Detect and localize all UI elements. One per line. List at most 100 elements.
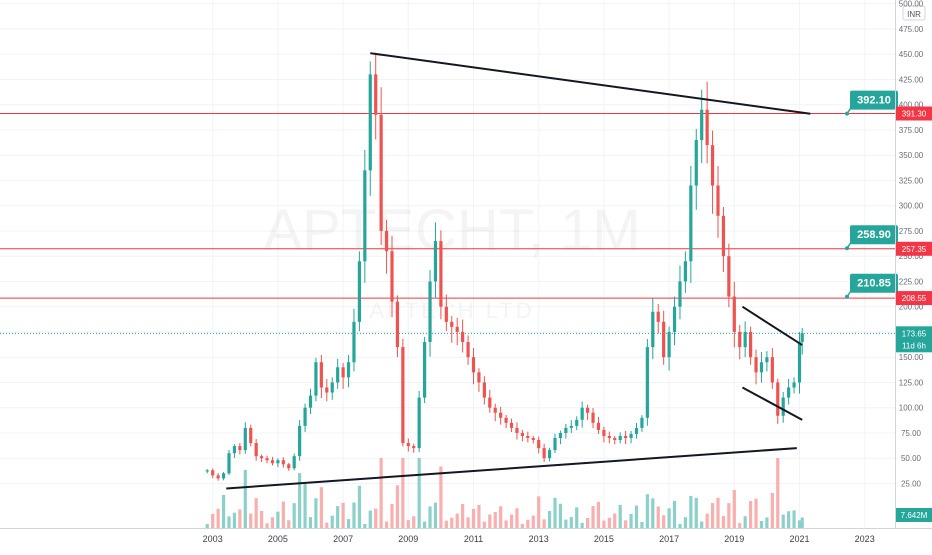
- last-price-label: 173.65: [902, 329, 927, 338]
- volume-bar: [776, 458, 780, 528]
- volume-bar: [662, 515, 666, 528]
- candle-body: [689, 185, 693, 262]
- volume-bar: [721, 516, 726, 528]
- volume-bar: [499, 506, 503, 528]
- x-tick-label: 2013: [529, 534, 549, 544]
- candle-body: [515, 427, 519, 433]
- candle-body: [749, 331, 753, 358]
- y-tick-label: 300.00: [899, 202, 924, 211]
- volume-bar: [336, 506, 340, 528]
- volume-bar: [738, 523, 742, 528]
- candle-body: [792, 382, 796, 388]
- volume-bar: [667, 508, 671, 528]
- y-tick-label: 125.00: [899, 378, 924, 387]
- candle-body: [249, 427, 253, 444]
- candle-body: [547, 450, 552, 459]
- volume-bar: [531, 515, 535, 528]
- candle-body: [586, 407, 590, 413]
- volume-bar: [705, 513, 709, 528]
- volume-bar: [602, 520, 606, 528]
- x-tick-label: 2003: [203, 534, 223, 544]
- candle-body: [591, 412, 595, 423]
- candle-body: [618, 435, 622, 441]
- candle-body: [260, 456, 264, 459]
- volume-bar: [363, 524, 367, 528]
- volume-bar: [341, 502, 345, 528]
- volume-bar: [314, 498, 318, 528]
- price-level-tag: [896, 291, 932, 306]
- candle-body: [787, 387, 791, 398]
- candle-body: [797, 342, 802, 383]
- volume-bar: [727, 503, 731, 528]
- volume-bar: [227, 516, 231, 528]
- price-level-label: 208.55: [902, 294, 927, 303]
- candle-body: [613, 438, 617, 441]
- volume-bar: [466, 517, 470, 528]
- volume-bar: [357, 485, 361, 528]
- candle-body: [287, 464, 291, 469]
- volume-bar: [749, 501, 753, 528]
- price-level-tag: [896, 106, 932, 121]
- volume-bar: [564, 519, 568, 528]
- candle-body: [564, 427, 568, 433]
- volume-bar: [276, 511, 280, 528]
- currency-badge[interactable]: [902, 5, 926, 21]
- volume-bar: [537, 496, 541, 528]
- candle-body: [466, 342, 470, 358]
- volume-bar: [216, 508, 220, 528]
- candle-body: [368, 74, 372, 171]
- candle-body: [444, 306, 448, 322]
- candle-body: [314, 362, 318, 396]
- candle-body: [477, 372, 481, 383]
- volume-bar: [303, 483, 307, 528]
- volume-bar: [586, 518, 590, 528]
- candle-body: [243, 427, 247, 451]
- candle-body: [705, 109, 709, 146]
- countdown-label: 11d 6h: [902, 341, 926, 350]
- volume-bar: [640, 521, 644, 528]
- currency-label: INR: [907, 10, 921, 19]
- y-tick-label: 475.00: [899, 25, 924, 34]
- volume-bar: [716, 497, 720, 528]
- trendline: [741, 305, 803, 346]
- volume-bar: [558, 503, 563, 528]
- volume-bar: [520, 524, 524, 528]
- candle-body: [417, 397, 421, 449]
- x-tick-label: 2009: [398, 534, 418, 544]
- volume-bar: [591, 506, 595, 528]
- x-tick-label: 2015: [594, 534, 614, 544]
- volume-tag: [896, 508, 932, 522]
- y-tick-label: 350.00: [899, 151, 924, 160]
- candle-body: [575, 419, 579, 426]
- candle-body: [634, 427, 639, 434]
- volume-bar: [330, 515, 334, 528]
- volume-bar: [232, 512, 237, 528]
- candle-body: [499, 412, 503, 418]
- volume-bar: [689, 495, 693, 528]
- volume-bar: [221, 495, 226, 528]
- y-tick-label: 225.00: [899, 277, 924, 286]
- volume-bar: [287, 520, 291, 528]
- volume-bar: [547, 511, 552, 528]
- volume-bar: [243, 470, 247, 528]
- volume-bar: [238, 509, 242, 528]
- volume-bar: [346, 519, 351, 528]
- volume-bar: [672, 500, 677, 528]
- candle-body: [800, 333, 804, 343]
- candle-body: [330, 382, 334, 393]
- trendline: [370, 52, 811, 115]
- watermark: APTECHT, 1M APTECH LTD: [263, 198, 640, 323]
- candle-body: [450, 321, 454, 327]
- candle-body: [716, 185, 720, 216]
- volume-bar: [281, 501, 285, 528]
- callout-anchor: [845, 111, 849, 116]
- candle-body: [683, 261, 687, 282]
- candle-body: [645, 347, 649, 418]
- y-tick-label: 200.00: [899, 303, 924, 312]
- candle-body: [227, 453, 231, 474]
- candle-body: [390, 251, 394, 302]
- candles: [205, 52, 804, 481]
- volume-bar: [618, 504, 622, 528]
- y-tick-label: 25.00: [901, 479, 922, 488]
